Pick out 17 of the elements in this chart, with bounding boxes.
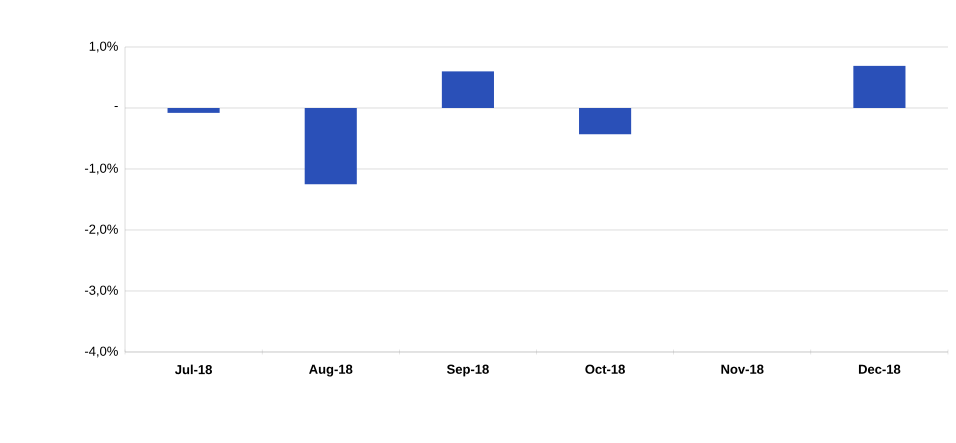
x-tick-label: Dec-18	[858, 364, 900, 374]
bar	[304, 108, 357, 184]
bar	[579, 108, 632, 134]
bar	[853, 66, 906, 108]
x-tick-label: Aug-18	[309, 364, 352, 376]
y-tick-label: -3,0%	[84, 286, 118, 296]
x-tick-label: Sep-18	[446, 364, 489, 376]
bar	[442, 71, 494, 108]
y-tick-label: 1,0%	[90, 42, 118, 52]
bar	[168, 108, 220, 113]
y-tick-label: -1,0%	[84, 164, 118, 174]
x-tick-label: Oct-18	[585, 364, 625, 374]
y-tick-label: -4,0%	[84, 346, 118, 358]
y-tick-label: -2,0%	[84, 224, 118, 236]
x-tick-label: Jul-18	[175, 364, 212, 374]
x-tick-label: Nov-18	[721, 364, 764, 374]
y-tick-label: -	[114, 106, 118, 108]
